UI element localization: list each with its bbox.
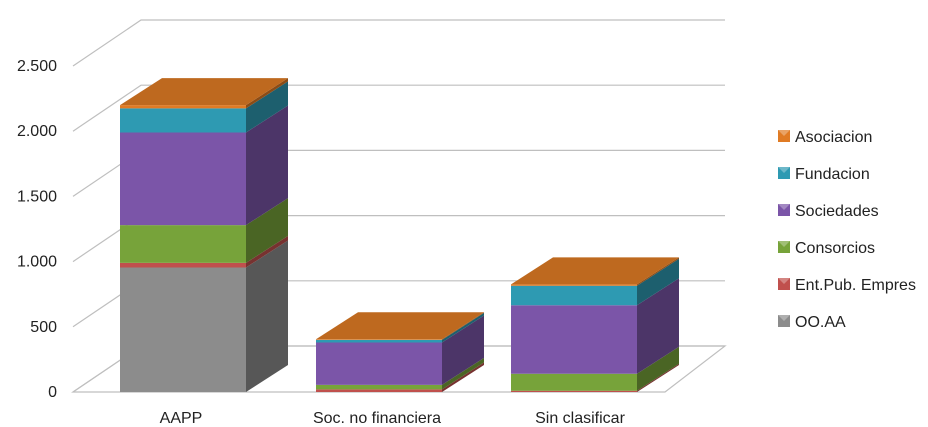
bar-segment-side	[442, 315, 484, 385]
bar-segment-side	[246, 105, 288, 226]
y-tick-label: 1.500	[17, 188, 57, 205]
x-tick-label: Sin clasificar	[535, 410, 625, 427]
x-tick-label: Soc. no financiera	[313, 410, 441, 427]
bar-segment-side	[637, 258, 679, 306]
legend-swatch-highlight	[778, 241, 790, 247]
legend-label: OO.AA	[795, 314, 846, 331]
bar-segment	[316, 339, 442, 343]
legend-label: Asociacion	[795, 129, 872, 146]
gridline	[72, 19, 725, 67]
bar-segment	[120, 132, 246, 226]
y-axis-ticks: 0 500 1.000 1.500 2.000 2.500	[17, 58, 57, 401]
bar-stack	[316, 312, 484, 392]
bar-segment-side	[246, 235, 288, 268]
bar-segment	[316, 389, 442, 392]
bar-segment	[511, 284, 637, 286]
y-tick-label: 2.500	[17, 58, 57, 75]
legend-swatch-highlight	[778, 130, 790, 136]
bar-segment-side	[442, 362, 484, 392]
bar-segment-side	[442, 357, 484, 390]
legend-label: Ent.Pub. Empres	[795, 277, 916, 294]
bar-segment	[120, 105, 246, 109]
bar-segment-side	[637, 346, 679, 391]
legend-swatch-highlight	[778, 315, 790, 321]
legend-label: Fundacion	[795, 166, 870, 183]
y-tick-label: 0	[48, 384, 57, 401]
bar-stack	[511, 257, 679, 392]
bar-segment	[120, 225, 246, 263]
y-tick-label: 1.000	[17, 254, 57, 271]
bar-segment	[511, 305, 637, 374]
bar-segment	[511, 285, 637, 306]
bars	[120, 78, 679, 392]
legend-swatch-highlight	[778, 204, 790, 210]
bar-segment-side	[637, 278, 679, 374]
bar-segment-side	[246, 78, 288, 109]
bar-top	[511, 257, 679, 285]
y-tick-label: 2.000	[17, 123, 57, 140]
x-tick-label: AAPP	[160, 410, 203, 427]
bar-segment-side	[246, 240, 288, 392]
x-axis-ticks: AAPP Soc. no financiera Sin clasificar	[160, 410, 626, 427]
bar-segment	[316, 339, 442, 340]
legend: Asociacion Fundacion Sociedades Consorcios E…	[778, 129, 916, 331]
legend-swatch-highlight	[778, 167, 790, 173]
legend-label: Sociedades	[795, 203, 879, 220]
legend-item: Asociacion	[778, 129, 872, 146]
bar-segment-side	[246, 198, 288, 263]
bar-segment-side	[442, 312, 484, 340]
legend-item: Consorcios	[778, 240, 875, 257]
legend-swatch-highlight	[778, 278, 790, 284]
legend-label: Consorcios	[795, 240, 875, 257]
legend-item: Sociedades	[778, 203, 879, 220]
bar-top	[316, 312, 484, 340]
gridline	[72, 84, 725, 132]
bar-stack	[120, 78, 288, 392]
bar-segment	[120, 108, 246, 133]
bar-segment	[511, 373, 637, 391]
legend-item: OO.AA	[778, 314, 846, 331]
bar-segment	[511, 390, 637, 392]
bar-segment	[120, 267, 246, 392]
bar-segment-side	[442, 312, 484, 343]
bar-segment	[120, 262, 246, 268]
bar-top	[120, 78, 288, 106]
y-tick-label: 500	[30, 319, 57, 336]
legend-item: Ent.Pub. Empres	[778, 277, 916, 294]
bar-segment-side	[637, 257, 679, 286]
bar-segment	[316, 384, 442, 390]
bar-segment	[316, 342, 442, 385]
bar-segment-side	[246, 81, 288, 133]
bar-segment-side	[637, 363, 679, 392]
legend-item: Fundacion	[778, 166, 870, 183]
